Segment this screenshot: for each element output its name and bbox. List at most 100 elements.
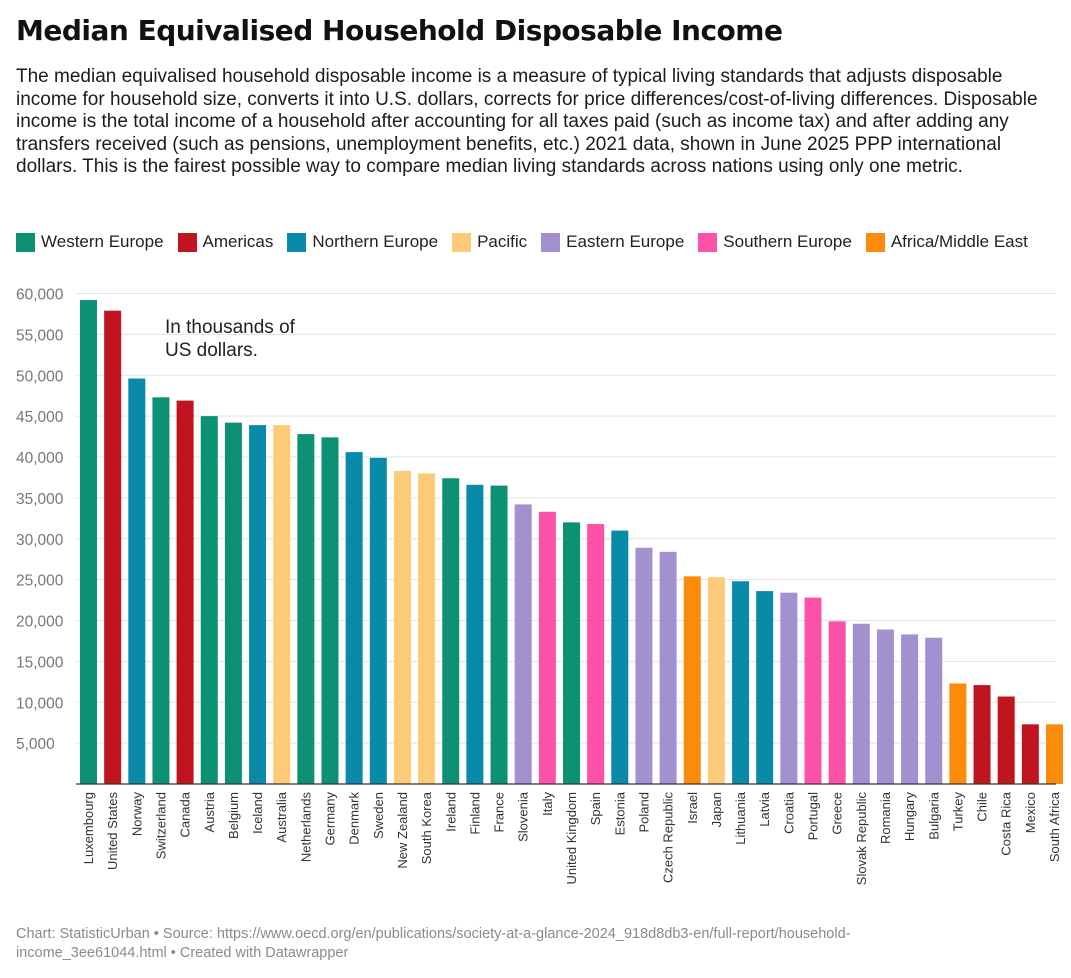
x-tick-label: Estonia: [612, 791, 627, 835]
bar: [321, 437, 339, 784]
bar: [418, 473, 436, 784]
bar: [804, 597, 822, 784]
x-tick-label: Turkey: [950, 792, 965, 832]
bar: [369, 457, 387, 784]
y-tick-label: 50,000: [16, 368, 64, 385]
bar: [297, 434, 315, 784]
x-tick-label: Finland: [467, 792, 482, 835]
x-tick-label: Israel: [685, 792, 700, 824]
x-tick-label: Costa Rica: [999, 791, 1014, 855]
bar: [852, 623, 870, 784]
bar: [876, 629, 894, 784]
x-tick-label: Australia: [274, 791, 289, 842]
x-tick-label: Ireland: [443, 792, 458, 832]
x-tick-label: Slovenia: [516, 791, 531, 842]
bar: [635, 547, 653, 784]
bar: [1046, 724, 1063, 784]
x-tick-label: Chile: [975, 792, 990, 822]
legend-item-northern-europe: Northern Europe: [287, 232, 438, 252]
x-tick-label: Denmark: [347, 792, 362, 845]
bar: [466, 484, 484, 784]
chart-description: The median equivalised household disposa…: [16, 66, 1038, 177]
bar: [949, 683, 967, 784]
y-tick-label: 10,000: [16, 695, 64, 712]
x-tick-label: Latvia: [757, 791, 772, 826]
bar: [128, 378, 146, 784]
legend-swatch-western-europe: [16, 232, 35, 252]
x-tick-label: Hungary: [902, 792, 917, 842]
y-tick-label: 20,000: [16, 614, 64, 631]
x-tick-label: Netherlands: [298, 792, 313, 863]
legend-swatch-americas: [177, 232, 197, 252]
bar: [997, 696, 1015, 784]
x-tick-label: Germany: [323, 792, 338, 846]
y-tick-label: 25,000: [16, 573, 64, 590]
x-tick-label: Italy: [540, 792, 555, 816]
bar: [1021, 724, 1039, 784]
x-tick-label: Greece: [830, 792, 845, 835]
legend-label-pacific: Pacific: [477, 232, 528, 251]
bar: [538, 511, 556, 784]
x-tick-label: Slovak Republic: [854, 792, 869, 886]
legend-item-eastern-europe: Eastern Europe: [541, 232, 684, 252]
bar: [659, 551, 677, 784]
bar: [442, 478, 460, 784]
bar: [611, 530, 629, 784]
x-tick-label: Romania: [878, 791, 893, 844]
legend-label-eastern-europe: Eastern Europe: [566, 232, 685, 251]
y-tick-label: 35,000: [16, 491, 64, 508]
bar: [901, 634, 919, 784]
x-tick-label: Lithuania: [733, 791, 748, 845]
legend-label-africa-middle-east: Africa/Middle East: [890, 232, 1028, 251]
bar: [587, 524, 605, 784]
legend-label-northern-europe: Northern Europe: [312, 232, 439, 251]
x-tick-label: Czech Republic: [661, 792, 676, 884]
bar: [393, 470, 411, 784]
legend-item-pacific: Pacific: [452, 232, 527, 252]
x-tick-label: United Kingdom: [564, 792, 579, 885]
legend-label-southern-europe: Southern Europe: [723, 232, 852, 251]
legend-item-southern-europe: Southern Europe: [698, 232, 852, 252]
x-tick-label: Switzerland: [153, 792, 168, 859]
bar: [683, 576, 701, 784]
x-tick-label: United States: [105, 792, 120, 871]
x-tick-label: Belgium: [226, 792, 241, 839]
x-tick-label: New Zealand: [395, 792, 410, 869]
bar: [200, 416, 218, 784]
bar: [925, 637, 943, 784]
chart-title: Median Equivalised Household Disposable …: [16, 14, 783, 47]
x-tick-label: Japan: [709, 792, 724, 827]
legend-swatch-southern-europe: [698, 232, 718, 252]
bar: [224, 422, 242, 784]
y-tick-label: 5,000: [16, 736, 55, 753]
bar: [273, 425, 291, 784]
x-tick-label: Poland: [636, 792, 651, 832]
chart-footer: Chart: StatisticUrban • Source: https://…: [16, 926, 851, 961]
bar: [973, 685, 991, 784]
legend-swatch-pacific: [452, 232, 472, 252]
legend-swatch-northern-europe: [287, 232, 307, 252]
y-tick-label: 15,000: [16, 654, 64, 671]
bar: [828, 621, 846, 784]
bar: [345, 452, 363, 784]
x-tick-label: South Korea: [419, 791, 434, 864]
bar: [80, 300, 97, 784]
x-tick-label: Norway: [129, 792, 144, 837]
bar: [152, 397, 170, 784]
x-tick-label: Mexico: [1023, 792, 1038, 833]
chart-annotation: In thousands of US dollars.: [165, 317, 295, 361]
legend-item-africa-middle-east: Africa/Middle East: [865, 232, 1028, 252]
legend-item-americas: Americas: [177, 232, 274, 252]
bar: [707, 577, 725, 784]
bar-chart: 5,000 10,000 15,000 20,000 25,000 30,000 35,00…: [16, 287, 1063, 886]
x-tick-label: Portugal: [806, 792, 821, 841]
x-tick-label: Sweden: [371, 792, 386, 839]
y-tick-label: 40,000: [16, 450, 64, 467]
bar: [176, 400, 194, 784]
bar: [249, 425, 267, 784]
bar: [563, 522, 580, 784]
x-tick-label: Spain: [588, 792, 603, 825]
x-tick-label: Bulgaria: [926, 791, 941, 839]
legend-label-americas: Americas: [202, 232, 274, 251]
legend-swatch-eastern-europe: [541, 232, 561, 252]
